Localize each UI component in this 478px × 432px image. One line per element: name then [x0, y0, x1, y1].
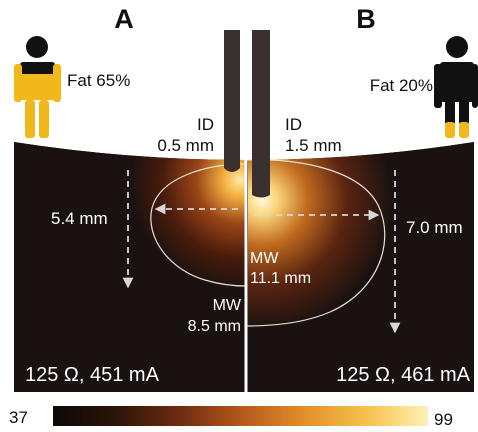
person-icon-b: [434, 36, 478, 138]
colorbar-max-label: 99: [434, 410, 453, 429]
heat-map-a: [14, 142, 246, 392]
person-icon-a: [14, 36, 61, 138]
mw-label-b: MW: [250, 250, 279, 267]
id-value-b: 1.5 mm: [285, 136, 342, 155]
electrode-b: [252, 30, 270, 198]
depth-label-a: 5.4 mm: [51, 209, 108, 228]
colorbar-min-label: 37: [9, 408, 28, 427]
fat-label-a: Fat 65%: [67, 71, 130, 90]
heat-map-b: [248, 142, 474, 392]
id-label-b: ID: [285, 115, 302, 134]
contour-a: [150, 163, 247, 287]
mw-value-a: 8.5 mm: [188, 318, 241, 335]
impedance-label-b: 125 Ω, 461 mA: [336, 364, 471, 386]
id-value-a: 0.5 mm: [157, 136, 214, 155]
colorbar: [53, 406, 428, 426]
id-label-a: ID: [197, 115, 214, 134]
panel-letter-a: A: [114, 4, 134, 34]
fat-label-b: Fat 20%: [370, 76, 433, 95]
panel-letter-b: B: [356, 4, 376, 34]
impedance-label-a: 125 Ω, 451 mA: [25, 364, 160, 386]
electrode-a: [224, 30, 240, 172]
mw-label-a: MW: [213, 297, 242, 314]
contour-b: [245, 159, 386, 327]
mw-value-b: 11.1 mm: [250, 270, 311, 287]
depth-label-b: 7.0 mm: [406, 218, 463, 237]
